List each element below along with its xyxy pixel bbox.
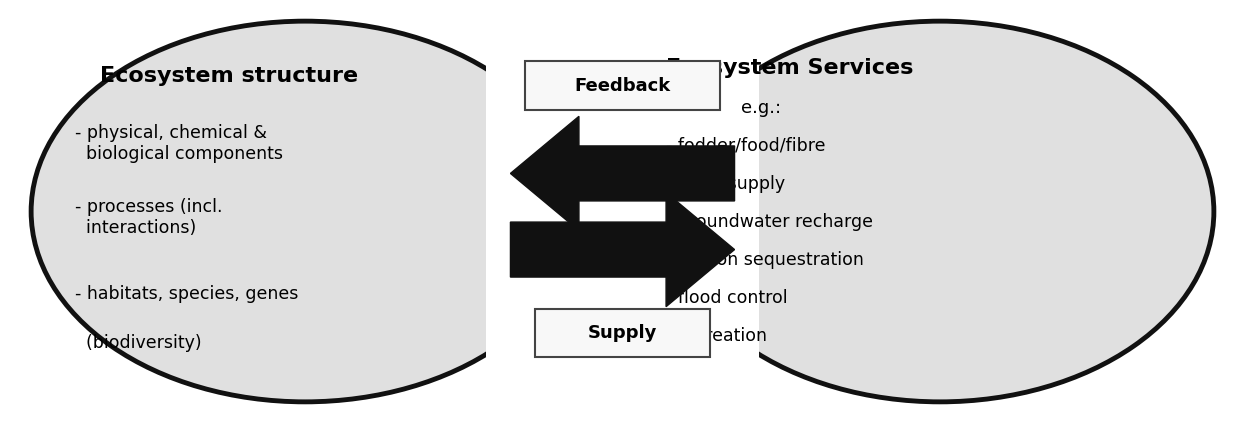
- Text: -water supply: -water supply: [666, 175, 786, 193]
- Text: Supply: Supply: [588, 324, 657, 342]
- Text: - processes (incl.
  interactions): - processes (incl. interactions): [75, 198, 222, 237]
- Text: Ecosystem structure: Ecosystem structure: [100, 66, 357, 86]
- Ellipse shape: [31, 21, 579, 402]
- Text: - physical, chemical &
  biological components: - physical, chemical & biological compon…: [75, 124, 283, 163]
- FancyBboxPatch shape: [535, 309, 710, 357]
- Ellipse shape: [666, 21, 1214, 402]
- Polygon shape: [510, 116, 735, 231]
- Text: - fodder/food/fibre: - fodder/food/fibre: [666, 137, 825, 155]
- Text: e.g.:: e.g.:: [741, 99, 781, 117]
- Bar: [486, 21, 759, 402]
- Text: Ecosystem Services: Ecosystem Services: [666, 58, 914, 78]
- Text: - flood control: - flood control: [666, 289, 788, 307]
- Polygon shape: [510, 192, 735, 307]
- Text: - recreation: - recreation: [666, 327, 767, 345]
- Text: - habitats, species, genes: - habitats, species, genes: [75, 285, 298, 303]
- Text: Feedback: Feedback: [574, 77, 671, 95]
- Text: - carbon sequestration: - carbon sequestration: [666, 251, 864, 269]
- Text: (biodiversity): (biodiversity): [75, 334, 202, 352]
- Text: - groundwater recharge: - groundwater recharge: [666, 213, 873, 231]
- FancyBboxPatch shape: [525, 61, 720, 110]
